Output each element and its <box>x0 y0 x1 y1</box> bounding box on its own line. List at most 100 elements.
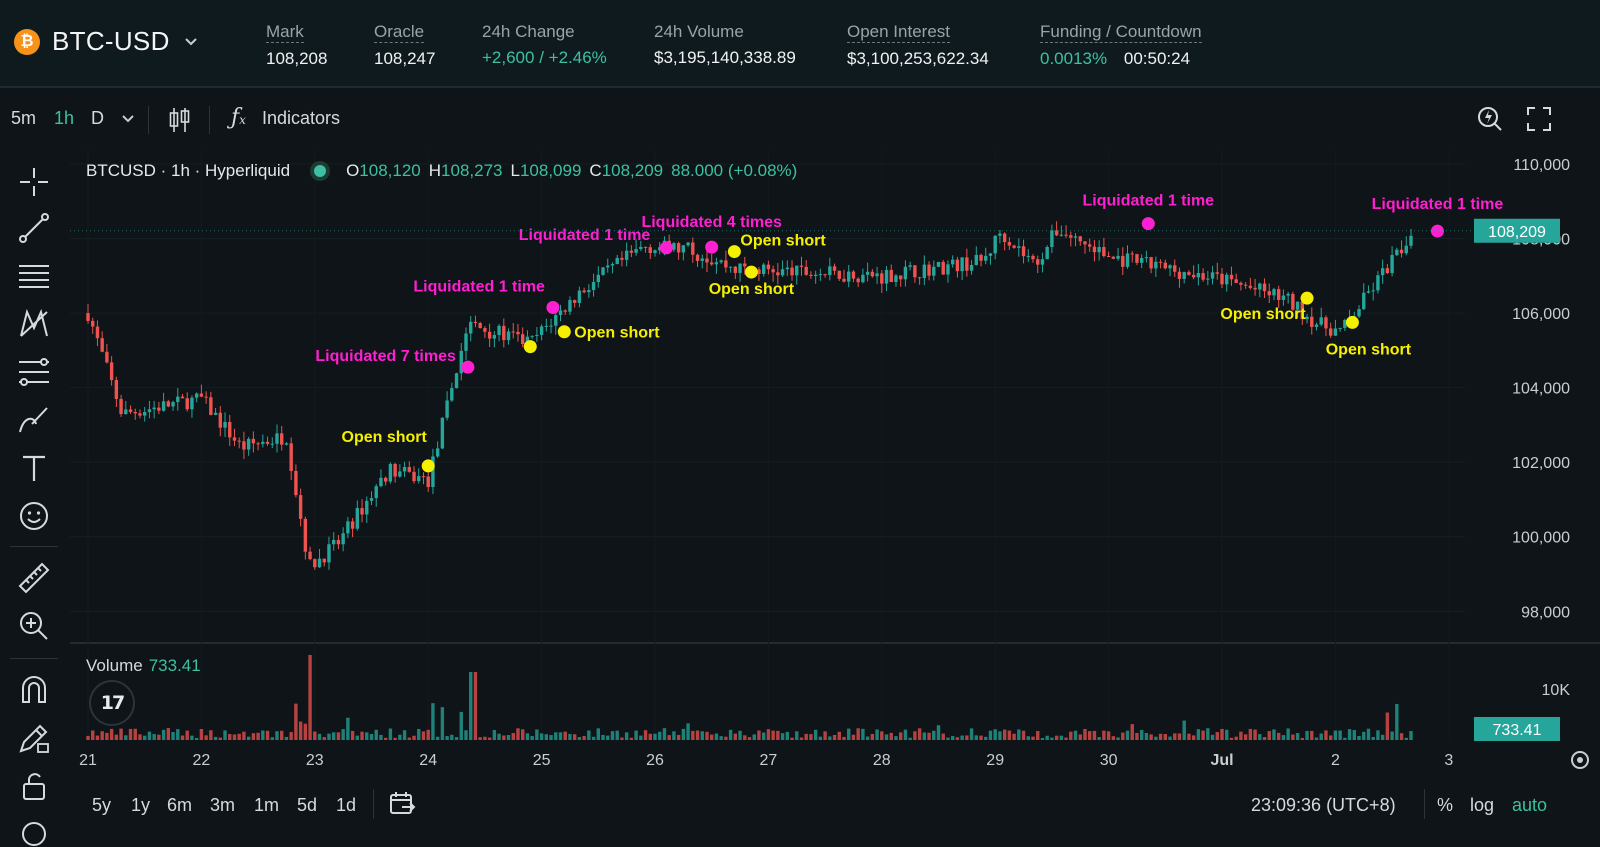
pencil-lock-icon <box>19 724 49 753</box>
volume-bar <box>965 735 969 740</box>
smiley-icon <box>20 502 48 530</box>
text-tool[interactable] <box>16 450 52 486</box>
volume-bar <box>1319 733 1323 740</box>
function-icon[interactable]: ƒx <box>231 105 246 130</box>
candle-body <box>936 261 941 267</box>
candle-body <box>1338 327 1342 329</box>
percent-toggle[interactable]: % <box>1437 795 1454 815</box>
volume-bar <box>667 735 671 740</box>
volume-bar <box>1206 728 1210 740</box>
range-6m[interactable]: 6m <box>167 795 193 815</box>
lock-tool[interactable] <box>16 768 52 804</box>
interval-1h[interactable]: 1h <box>54 108 75 128</box>
volume-bar <box>804 733 808 740</box>
short-label: Open short <box>342 429 428 446</box>
volume-bar <box>998 731 1002 740</box>
candle-body <box>1026 255 1030 257</box>
volume-bar <box>1163 733 1167 740</box>
interval-d[interactable]: D <box>91 108 104 128</box>
candle-body <box>648 247 652 254</box>
candle-body <box>360 508 364 515</box>
interval-5m[interactable]: 5m <box>11 108 37 128</box>
volume-bar <box>837 731 841 740</box>
volume-bar <box>795 731 799 740</box>
trend-line-tool[interactable] <box>16 210 52 246</box>
volume-bar <box>1215 732 1219 740</box>
range-1d[interactable]: 1d <box>336 795 357 815</box>
volume-bar <box>658 731 662 740</box>
candle-body <box>298 495 303 519</box>
volume-bar <box>554 732 558 740</box>
volume-bar <box>1324 730 1328 740</box>
candle-body <box>601 267 605 275</box>
volume-bar <box>1286 728 1290 740</box>
candle-body <box>1305 316 1309 320</box>
magnet-tool[interactable] <box>16 672 52 708</box>
volume-bar <box>979 735 983 740</box>
time-tick-label: Jul <box>1210 752 1233 769</box>
drawing-mode-tool[interactable] <box>16 720 52 756</box>
log-toggle[interactable]: log <box>1470 795 1495 815</box>
horizontal-lines-tool[interactable] <box>16 258 52 294</box>
tradingview-logo[interactable]: 17 <box>89 680 135 726</box>
time-tick-label: 2 <box>1331 752 1340 769</box>
visibility-tool[interactable] <box>16 816 52 847</box>
stat-open-interest: Open Interest $3,100,253,622.34 <box>847 22 989 69</box>
volume-bar <box>251 733 256 740</box>
quick-search-icon[interactable] <box>1476 104 1504 134</box>
volume-bar <box>870 733 875 740</box>
volume-bar <box>1239 731 1243 740</box>
candle-body <box>341 533 345 545</box>
measure-tool[interactable] <box>16 560 52 596</box>
symbol-selector[interactable]: ₿ BTC-USD <box>14 26 198 57</box>
fib-tool[interactable] <box>16 354 52 390</box>
crosshair-tool[interactable] <box>16 164 52 200</box>
timezone-clock[interactable]: 23:09:36 (UTC+8) <box>1251 795 1396 815</box>
candle-body <box>809 274 813 276</box>
brush-tool[interactable] <box>16 402 52 438</box>
volume-bar <box>572 734 577 740</box>
stat-24h-change: 24h Change +2,600 / +2.46% <box>482 22 607 68</box>
range-5y[interactable]: 5y <box>92 795 112 815</box>
interval-chevron-down-icon[interactable] <box>121 112 135 126</box>
candlestick-type-icon[interactable] <box>168 106 192 134</box>
candle-body <box>818 274 823 276</box>
volume-bar <box>1012 733 1016 740</box>
candle-body <box>856 278 860 283</box>
candle-body <box>1196 273 1201 278</box>
auto-toggle[interactable]: auto <box>1512 795 1548 815</box>
candles <box>86 221 1413 570</box>
pattern-tool[interactable] <box>16 306 52 342</box>
candle-body <box>1376 275 1380 291</box>
candle-body <box>355 508 360 529</box>
range-1y[interactable]: 1y <box>131 795 151 815</box>
candle-body <box>492 335 497 339</box>
volume-bar <box>1362 731 1366 740</box>
indicators-button[interactable]: Indicators <box>262 108 341 128</box>
candle-body <box>171 402 175 407</box>
candle-body <box>218 412 222 428</box>
volume-bar <box>190 735 194 740</box>
volume-bar <box>1036 730 1040 740</box>
volume-bar <box>809 734 813 740</box>
legend-title[interactable]: BTCUSD · 1h · Hyperliquid <box>86 161 291 180</box>
candle-body <box>728 266 733 268</box>
range-1m[interactable]: 1m <box>254 795 280 815</box>
volume-bar <box>1390 731 1394 740</box>
gear-hub <box>1577 757 1583 763</box>
calendar-goto-icon[interactable] <box>388 789 416 817</box>
volume-bar <box>544 734 549 740</box>
range-3m[interactable]: 3m <box>210 795 236 815</box>
fullscreen-icon[interactable] <box>1526 106 1552 132</box>
candle-body <box>469 321 473 334</box>
emoji-tool[interactable] <box>16 498 52 534</box>
candle-body <box>1267 291 1271 296</box>
candle-body <box>1182 272 1186 279</box>
zoom-tool[interactable] <box>16 608 52 644</box>
range-5d[interactable]: 5d <box>297 795 318 815</box>
volume-bar <box>1173 733 1177 740</box>
volume-bar <box>922 732 927 740</box>
volume-bar <box>1395 703 1399 740</box>
